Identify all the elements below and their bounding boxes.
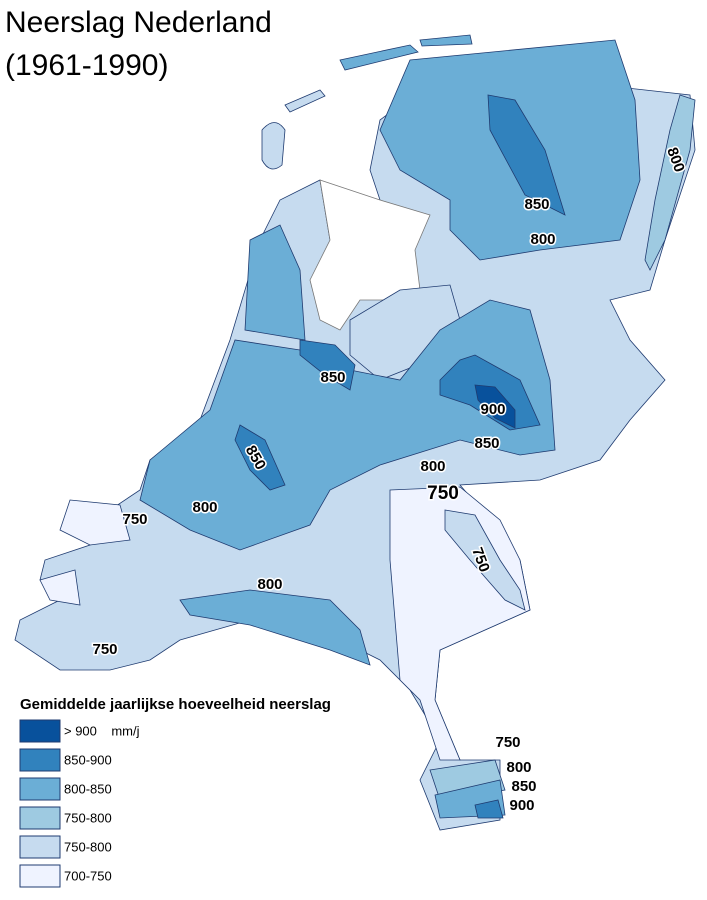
contour-label: 850 bbox=[511, 778, 536, 795]
contour-label: 850 bbox=[474, 435, 499, 452]
legend-label: 750-800 bbox=[64, 810, 112, 825]
contour-label: 800 bbox=[506, 759, 531, 776]
contour-label: 750 bbox=[122, 511, 147, 528]
contour-label: 800 bbox=[420, 458, 445, 475]
title: Neerslag Nederland (1961-1990) bbox=[5, 6, 272, 82]
contour-label: 850 bbox=[320, 369, 345, 386]
contour-label: 750 bbox=[427, 483, 459, 504]
contour-label: 750 bbox=[92, 641, 117, 658]
contour-label: 800 bbox=[192, 499, 217, 516]
legend-label: 850-900 bbox=[64, 752, 112, 767]
legend-swatch bbox=[19, 719, 61, 743]
legend-title: Gemiddelde jaarlijkse hoeveelheid neersl… bbox=[20, 696, 331, 713]
map-regions bbox=[14, 34, 696, 831]
legend-label: 750-800 bbox=[64, 839, 112, 854]
legend-swatch bbox=[19, 835, 61, 859]
legend-swatch bbox=[19, 777, 61, 801]
contour-label: 750 bbox=[495, 734, 520, 751]
title-line: (1961-1990) bbox=[5, 49, 168, 82]
contour-label: 800 bbox=[530, 231, 555, 248]
legend-label: > 900 mm/j bbox=[64, 723, 140, 738]
legend-label: 700-750 bbox=[64, 868, 112, 883]
contour-label: 900 bbox=[509, 797, 534, 814]
contour-label: 850 bbox=[524, 196, 549, 213]
contour-label: 800 bbox=[257, 576, 282, 593]
contour-label: 900 bbox=[480, 401, 505, 418]
title-line: Neerslag Nederland bbox=[5, 6, 272, 39]
legend-label: 800-850 bbox=[64, 781, 112, 796]
legend-swatch bbox=[19, 748, 61, 772]
legend: Gemiddelde jaarlijkse hoeveelheid neersl… bbox=[19, 696, 331, 888]
legend-swatch bbox=[19, 806, 61, 830]
legend-swatch bbox=[19, 864, 61, 888]
